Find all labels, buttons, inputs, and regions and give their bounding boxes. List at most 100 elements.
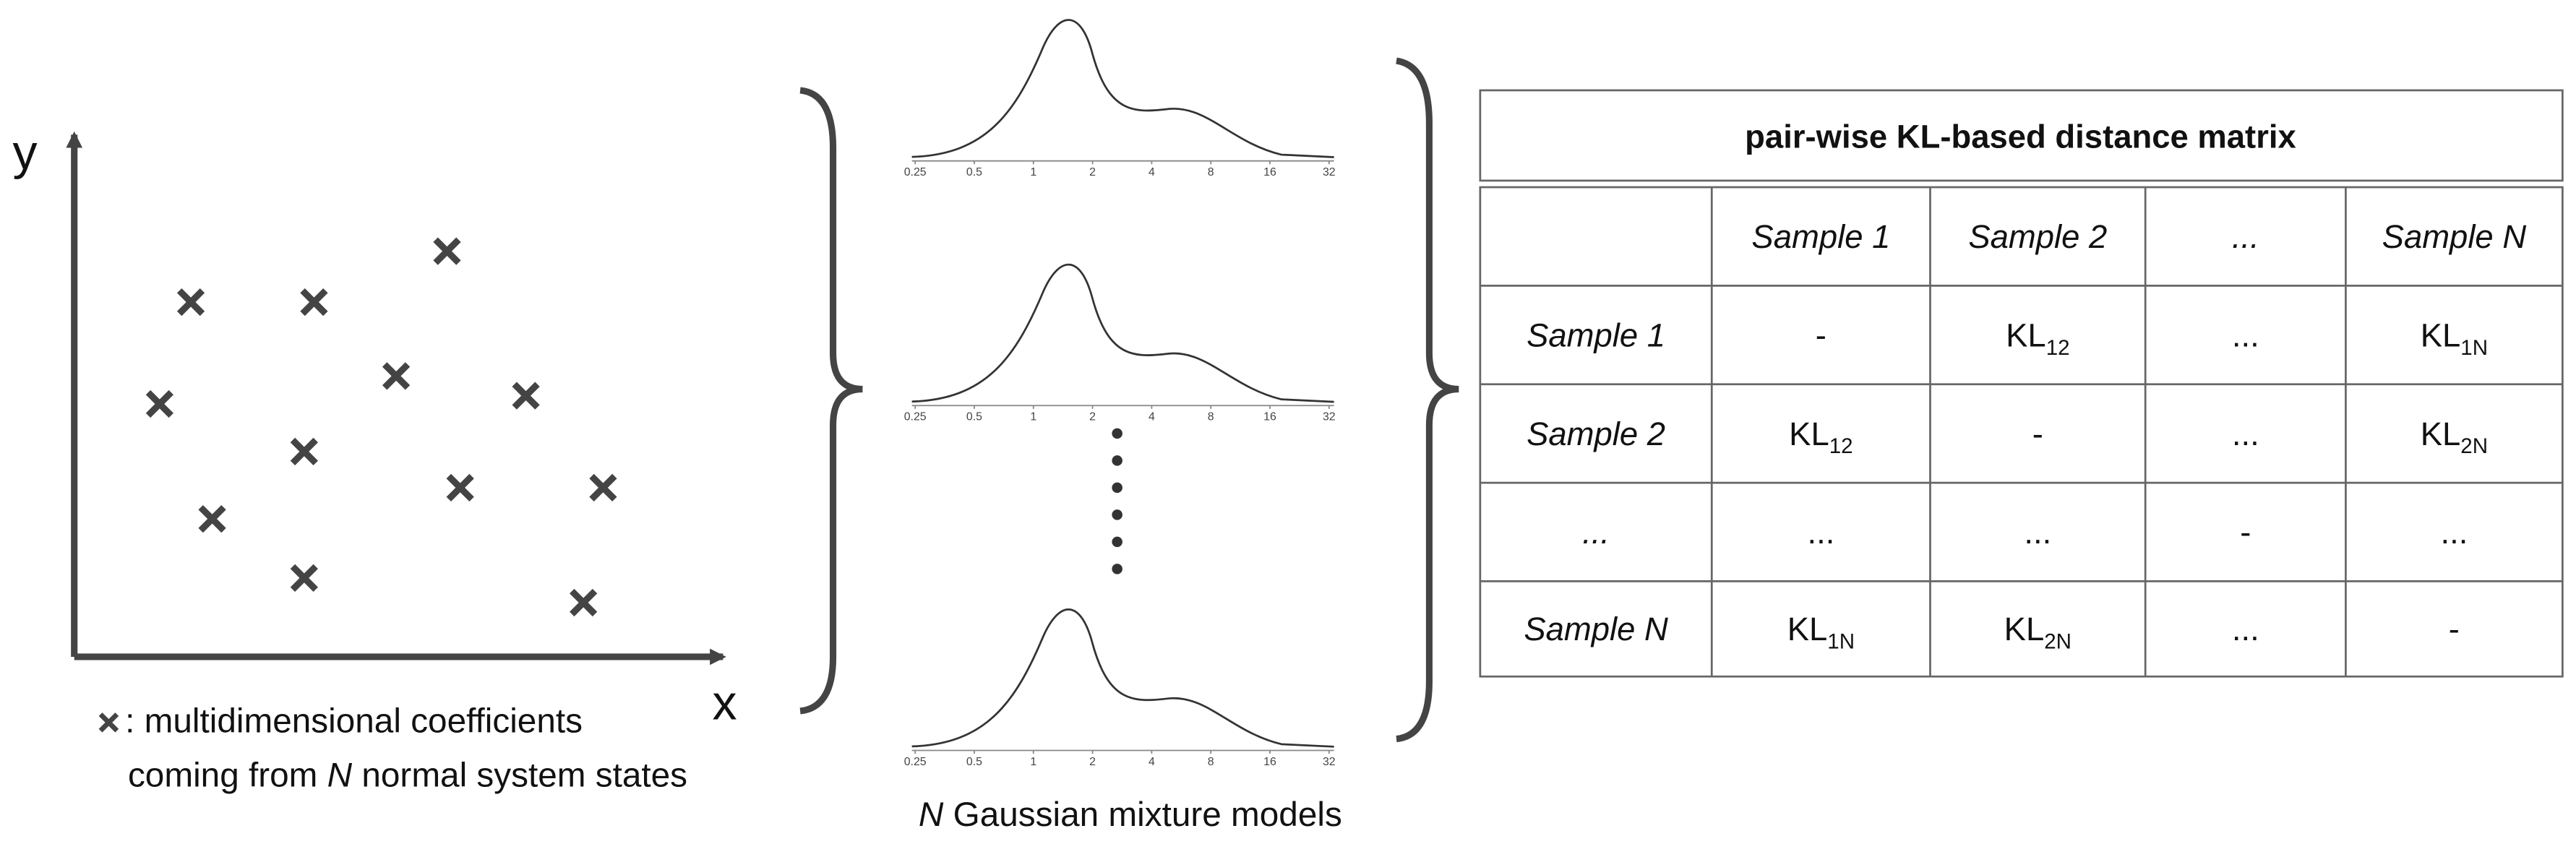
cross [145, 389, 173, 418]
caption-text: Gaussian mixture models [943, 796, 1341, 834]
crosses [98, 237, 617, 733]
density-plots: 0.25 0.5 1 2 4 8 16 32 0.25 0.5 1 2 4 8 16 32 0.25 0.5 1 2 4… [904, 19, 1336, 768]
table-cell: ... [2232, 611, 2259, 647]
kl-sub: 2N [2044, 630, 2071, 654]
table-cell: - [2240, 514, 2251, 551]
density-tick-label: 8 [1208, 756, 1214, 768]
density-tick-label: 0.25 [904, 411, 927, 423]
density-tick-label: 32 [1323, 411, 1336, 423]
cross [382, 362, 411, 390]
density-tick-label: 4 [1149, 411, 1155, 423]
density-tick-label: 16 [1263, 756, 1276, 768]
density-tick-label: 8 [1208, 166, 1214, 178]
ellipsis-dot [1112, 509, 1122, 520]
density-tick-label: 2 [1089, 411, 1096, 423]
cross [300, 288, 328, 316]
density-tick-label: 0.25 [904, 756, 927, 768]
ellipsis-dot [1112, 564, 1122, 574]
caption-text: N [919, 796, 944, 834]
density-curve [911, 608, 1334, 748]
density-tick-label: 16 [1263, 411, 1276, 423]
caption: N Gaussian mixture models [919, 796, 1342, 834]
density-tick-label: 4 [1149, 166, 1155, 178]
table-cell: Sample 1 [1527, 316, 1665, 353]
cross [290, 564, 318, 592]
density-tick-label: 0.25 [904, 166, 927, 178]
density-tick-label: 32 [1323, 166, 1336, 178]
density-curve [911, 19, 1334, 158]
table-cell: Sample 2 [1527, 415, 1665, 452]
table-title: pair-wise KL-based distance matrix [1745, 119, 2296, 155]
density-tick-label: 0.5 [966, 166, 982, 178]
ellipsis-dot [1112, 428, 1122, 439]
x-label: x [713, 675, 737, 730]
kl-sub: 1N [1827, 630, 1855, 654]
table-cell: KL2N [2004, 611, 2071, 653]
y-label: y [13, 125, 38, 180]
density-tick-label: 4 [1149, 756, 1155, 768]
table-cell: KL12 [1789, 415, 1852, 458]
cross [98, 712, 119, 733]
kl-base: KL [1787, 611, 1828, 647]
legend-text: coming from [128, 756, 327, 794]
kl-sub: 12 [2046, 336, 2070, 360]
table-cell: - [1816, 316, 1826, 353]
cross [589, 473, 617, 502]
table-cell: Sample 2 [1968, 218, 2107, 255]
ellipsis-dot [1112, 455, 1122, 466]
table-cell: ... [1582, 514, 1610, 551]
table-cell: Sample 1 [1751, 218, 1890, 255]
kl-base: KL [2004, 611, 2045, 647]
table-cell: ... [2232, 316, 2259, 353]
table-cell: KL1N [1787, 611, 1855, 653]
table-cell: ... [2232, 218, 2259, 255]
density-tick-label: 2 [1089, 166, 1096, 178]
table-cell: KL1N [2421, 316, 2488, 359]
density-tick-label: 0.5 [966, 756, 982, 768]
cross [433, 237, 461, 265]
density-tick-label: 32 [1323, 756, 1336, 768]
brace [799, 87, 863, 715]
ellipsis-dot [1112, 536, 1122, 548]
table-cell: Sample N [2382, 218, 2527, 255]
density-tick-label: 1 [1030, 166, 1036, 178]
table-cell: ... [2024, 514, 2051, 551]
table-cell: - [2449, 611, 2460, 647]
table-cell: KL12 [2006, 316, 2069, 359]
density-tick-label: 2 [1089, 756, 1096, 768]
kl-base: KL [2421, 316, 2461, 353]
cross [446, 473, 474, 502]
table-cell: ... [1807, 514, 1834, 551]
cross [290, 437, 318, 466]
cross [512, 382, 540, 410]
legend-line: : multidimensional coefficients [125, 702, 583, 740]
legend-text: N [327, 756, 353, 794]
kl-sub: 1N [2460, 336, 2488, 360]
legend-line: coming from N normal system states [128, 756, 687, 794]
density-curve [911, 263, 1334, 403]
table-border [1479, 186, 2564, 678]
density-tick-label: 1 [1030, 411, 1036, 423]
kl-base: KL [1789, 415, 1829, 452]
table-cell: ... [2232, 415, 2259, 452]
brace [1396, 57, 1459, 743]
kl-sub: 12 [1829, 434, 1853, 458]
cross [198, 504, 226, 533]
kl-base: KL [2006, 316, 2046, 353]
kl-base: KL [2421, 415, 2461, 452]
kl-sub: 2N [2460, 434, 2488, 458]
table-cell: KL2N [2421, 415, 2488, 458]
density-tick-label: 1 [1030, 756, 1036, 768]
table-cell: - [2032, 415, 2043, 452]
legend-text: normal system states [352, 756, 687, 794]
density-tick-label: 16 [1263, 166, 1276, 178]
table-cell: ... [2440, 514, 2468, 551]
table-title-box [1479, 89, 2564, 182]
table-cell: Sample N [1524, 611, 1668, 647]
density-tick-label: 8 [1208, 411, 1214, 423]
cross [176, 288, 205, 316]
density-tick-label: 0.5 [966, 411, 982, 423]
